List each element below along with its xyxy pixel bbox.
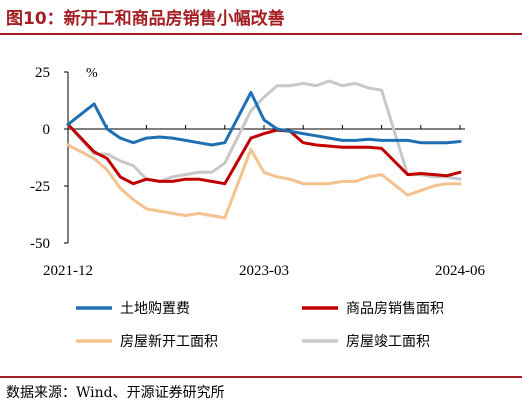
- x-tick-label: 2024-06: [435, 263, 485, 279]
- source-divider: [0, 376, 522, 378]
- figure-header: 图10：新开工和商品房销售小幅改善: [0, 0, 522, 34]
- x-tick-label: 2023-03: [239, 263, 289, 279]
- line-chart: 25 0 -25 -50% 2021-12 2023-03 2024-06 土地购置费 商品房…: [30, 65, 485, 350]
- series-line-3: [66, 143, 462, 220]
- axes: 25 0 -25 -50% 2021-12 2023-03 2024-06: [30, 65, 485, 279]
- legend-label: 房屋新开工面积: [120, 334, 218, 350]
- series-line-4: [66, 79, 462, 183]
- figure-title: 图10：新开工和商品房销售小幅改善: [6, 9, 285, 29]
- source-note: 数据来源：Wind、开源证券研究所: [6, 385, 225, 401]
- y-tick-label: -50: [30, 236, 50, 252]
- legend-label: 房屋竣工面积: [346, 334, 430, 350]
- y-unit-label: %: [86, 66, 98, 81]
- x-tick-label: 2021-12: [43, 263, 93, 279]
- series-lines: [66, 79, 462, 220]
- series-line-2: [66, 122, 462, 186]
- legend-label: 土地购置费: [120, 301, 190, 317]
- title-divider: [0, 33, 522, 35]
- series-line-1: [66, 91, 462, 147]
- y-tick-label: 0: [43, 122, 51, 138]
- legend-label: 商品房销售面积: [346, 301, 444, 317]
- y-tick-label: -25: [30, 179, 50, 195]
- y-tick-label: 25: [35, 65, 50, 81]
